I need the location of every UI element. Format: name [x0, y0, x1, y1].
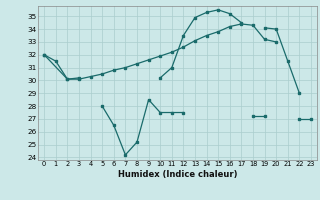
X-axis label: Humidex (Indice chaleur): Humidex (Indice chaleur): [118, 170, 237, 179]
